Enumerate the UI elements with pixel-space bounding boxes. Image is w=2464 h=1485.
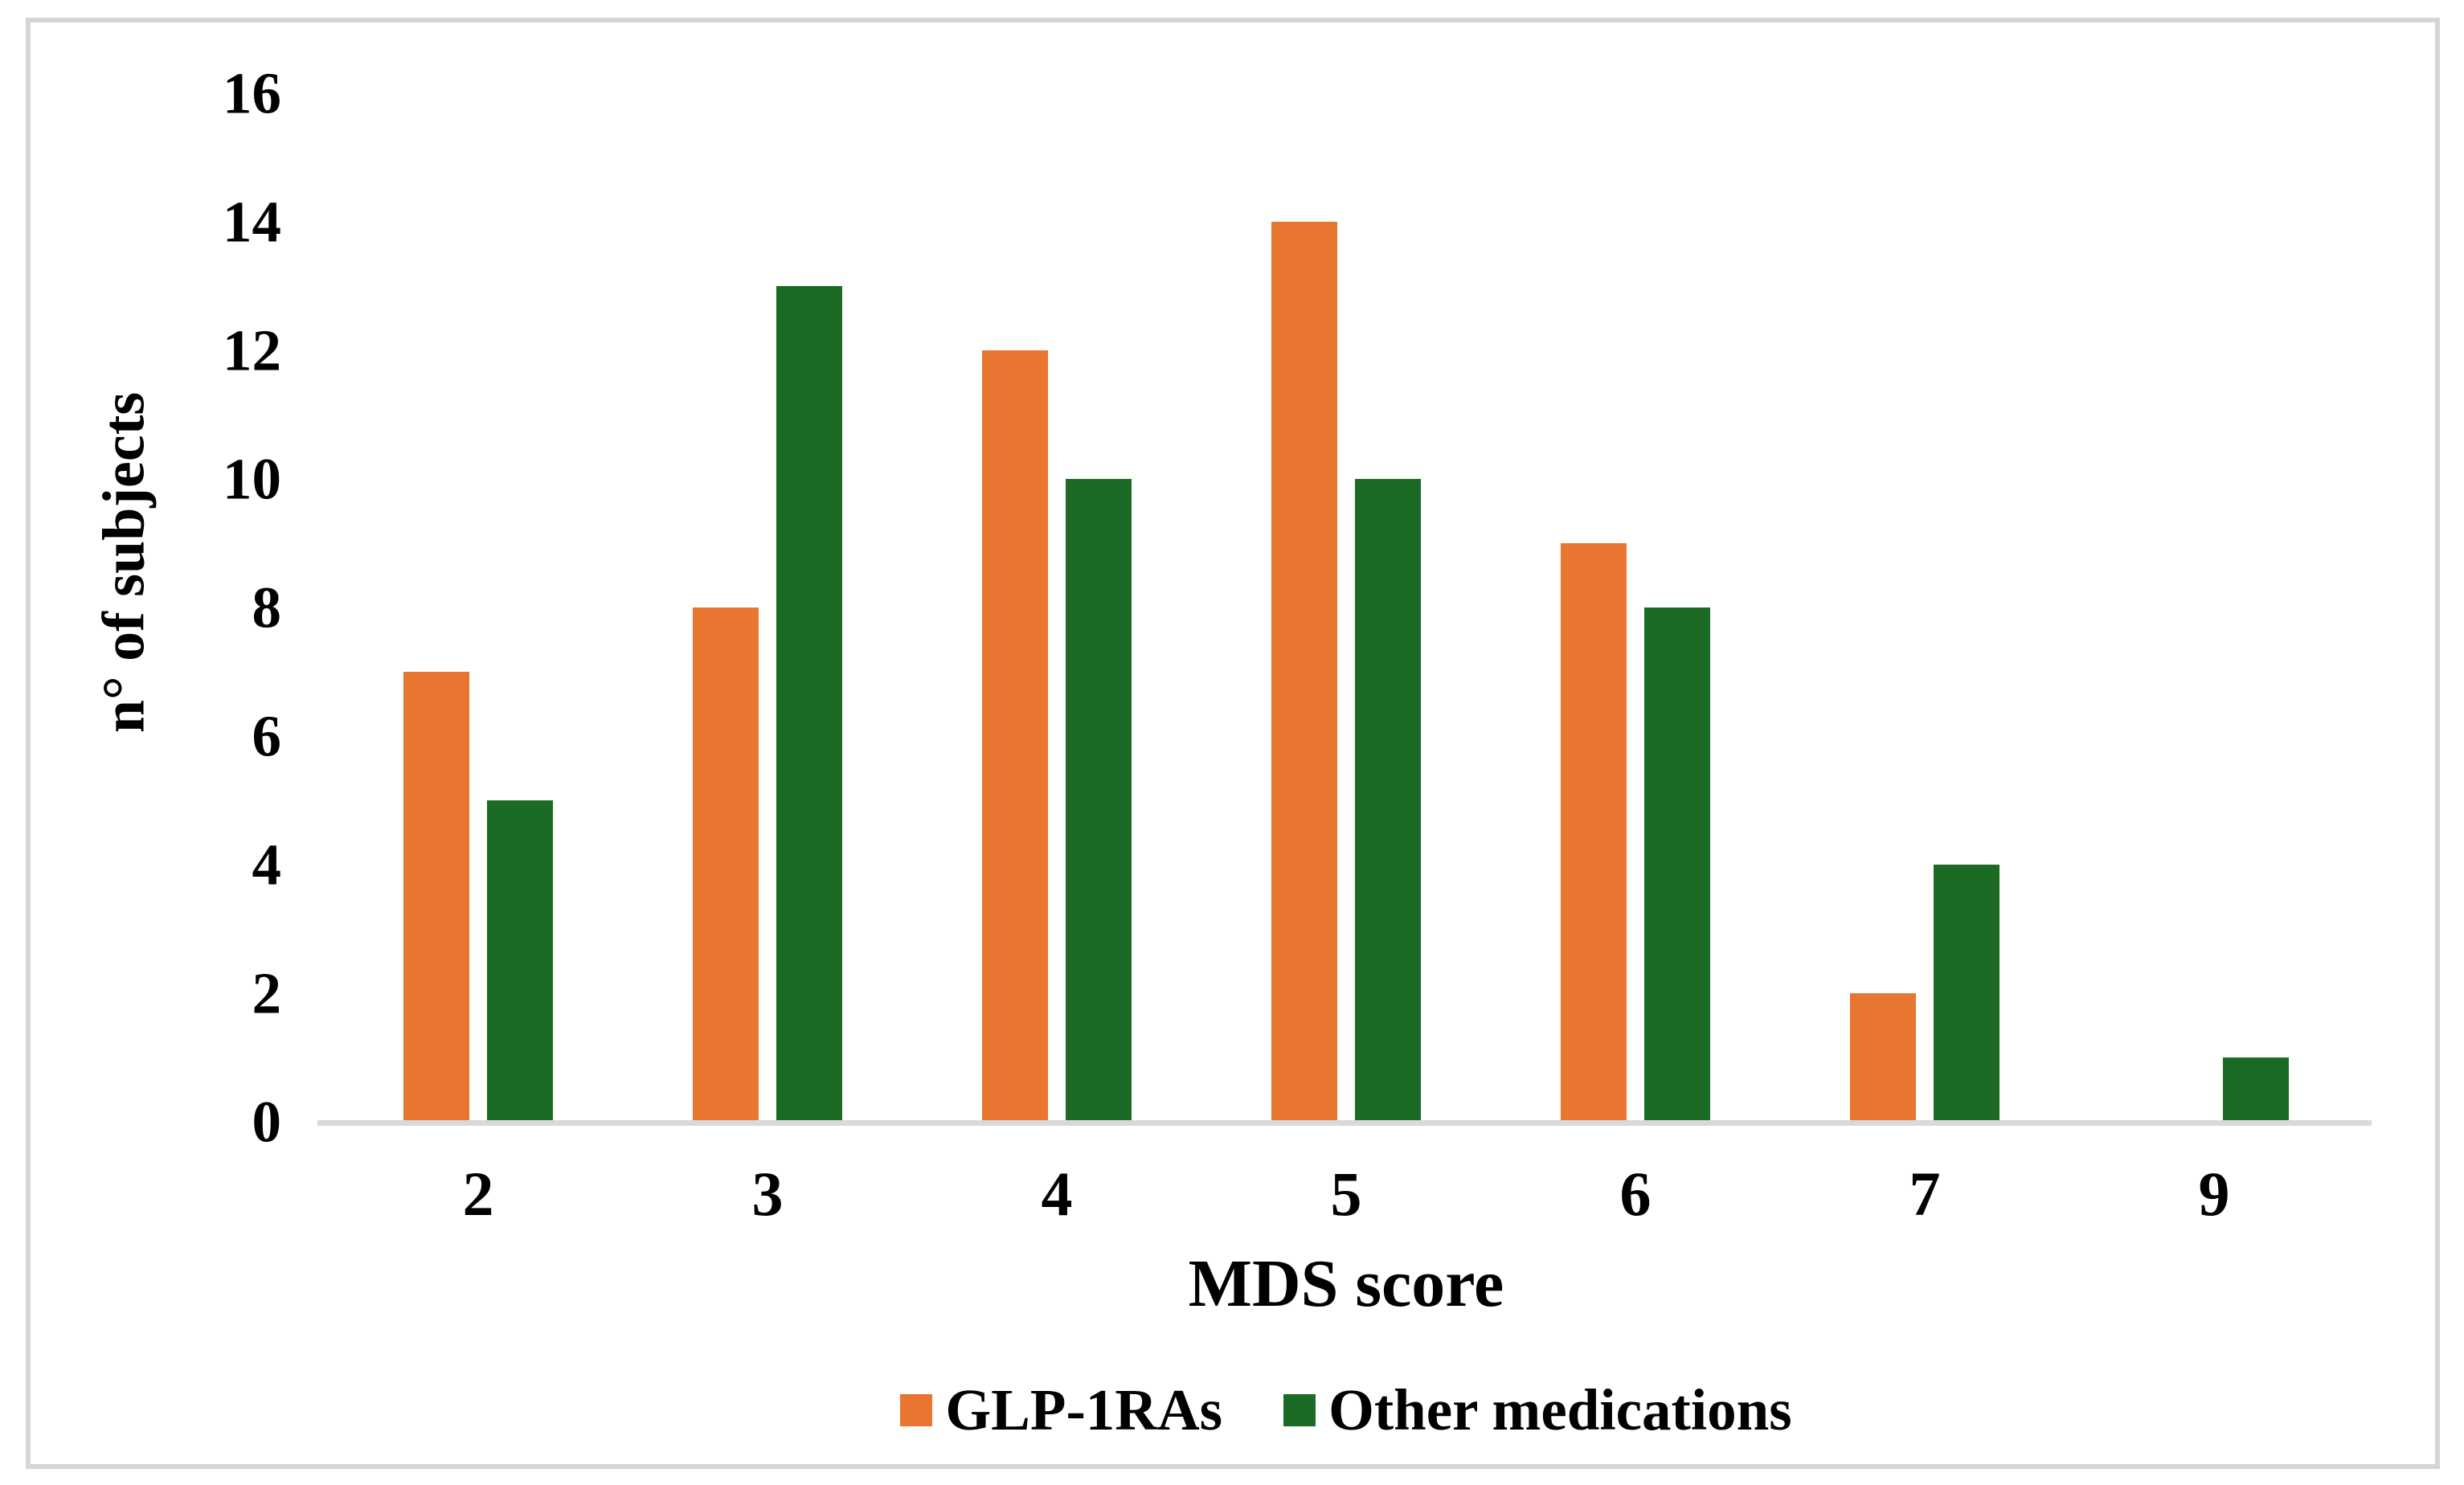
- y-tick-label: 8: [252, 575, 282, 640]
- x-axis-line: [317, 1120, 2372, 1126]
- y-tick-label: 6: [252, 703, 282, 769]
- bar-group: [1780, 93, 2069, 1122]
- plot-area: [334, 93, 2359, 1122]
- y-tick-label: 12: [223, 317, 281, 383]
- legend-swatch-icon: [1283, 1394, 1316, 1426]
- x-tick-label: 7: [1909, 1159, 1941, 1229]
- x-axis-title: MDS score: [1188, 1246, 1504, 1321]
- bar-glp-1ras: [1561, 543, 1627, 1122]
- bar-group: [334, 93, 623, 1122]
- bar-group: [623, 93, 912, 1122]
- x-tick-label: 9: [2198, 1159, 2230, 1229]
- y-tick-label: 0: [252, 1089, 282, 1155]
- bar-group: [912, 93, 1201, 1122]
- x-tick-label: 6: [1619, 1159, 1652, 1229]
- y-axis-tick-labels: 0 2 4 6 8 10 12 14 16: [104, 64, 282, 1152]
- bar-other-medications: [2223, 1058, 2289, 1122]
- bar-glp-1ras: [403, 672, 469, 1122]
- bar-group: [1491, 93, 1780, 1122]
- bar-glp-1ras: [693, 608, 759, 1122]
- bar-other-medications: [487, 800, 553, 1122]
- y-tick-label: 4: [252, 832, 282, 898]
- x-axis-tick-labels: 2 3 4 5 6 7 9: [334, 1159, 2359, 1229]
- x-tick-label: 5: [1330, 1159, 1362, 1229]
- bar-glp-1ras: [982, 350, 1048, 1122]
- y-tick-label: 16: [223, 60, 281, 126]
- bar-glp-1ras: [1271, 222, 1337, 1122]
- bar-glp-1ras: [1850, 993, 1916, 1122]
- bar-other-medications: [776, 286, 842, 1122]
- x-tick-label: 3: [751, 1159, 784, 1229]
- y-tick-label: 2: [252, 960, 282, 1026]
- bar-other-medications: [1934, 865, 1999, 1122]
- bar-groups: [334, 93, 2359, 1122]
- legend-label: GLP-1RAs: [945, 1377, 1223, 1442]
- bar-other-medications: [1644, 608, 1710, 1122]
- x-tick-label: 2: [462, 1159, 494, 1229]
- legend-swatch-icon: [900, 1394, 933, 1426]
- bar-group: [1201, 93, 1491, 1122]
- legend-item-other-medications: Other medications: [1283, 1378, 1792, 1442]
- figure-border-frame: [26, 18, 2440, 1469]
- legend-item-glp-1ras: GLP-1RAs: [900, 1378, 1222, 1442]
- y-tick-label: 14: [223, 189, 281, 255]
- legend-label: Other medications: [1328, 1377, 1792, 1442]
- bar-other-medications: [1066, 479, 1132, 1122]
- bar-group: [2069, 93, 2359, 1122]
- x-tick-label: 4: [1041, 1159, 1073, 1229]
- y-tick-label: 10: [223, 446, 281, 512]
- bar-other-medications: [1355, 479, 1421, 1122]
- legend: GLP-1RAs Other medications: [334, 1366, 2359, 1454]
